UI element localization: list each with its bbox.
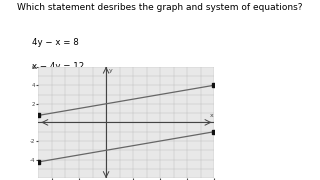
Text: x − 4y = 12: x − 4y = 12 [32,62,84,71]
Text: Which statement desribes the graph and system of equations?: Which statement desribes the graph and s… [17,3,303,12]
Text: 4y − x = 8: 4y − x = 8 [32,38,79,47]
Text: y: y [109,68,113,73]
Text: x: x [210,113,213,118]
